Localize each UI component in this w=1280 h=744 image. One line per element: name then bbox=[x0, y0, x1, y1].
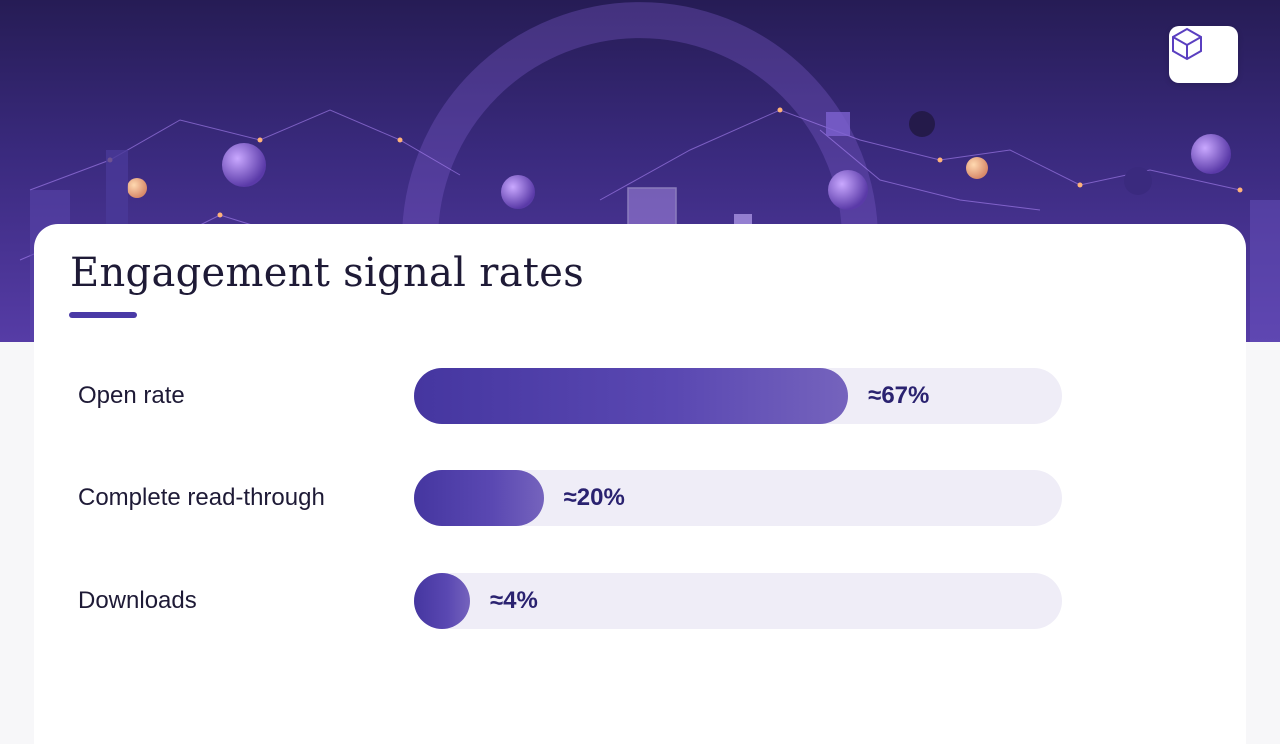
chart-title: Engagement signal rates bbox=[70, 250, 585, 296]
bar-label: Complete read-through bbox=[78, 484, 325, 511]
title-underline bbox=[69, 312, 137, 318]
bar-row-complete-read-through: Complete read-through ≈20% bbox=[34, 470, 1246, 526]
bar-track bbox=[414, 368, 1062, 424]
bar-fill bbox=[414, 573, 470, 629]
bar-label: Downloads bbox=[78, 587, 197, 614]
logo-badge bbox=[1169, 26, 1238, 83]
bar-fill bbox=[414, 368, 849, 424]
bar-row-downloads: Downloads ≈4% bbox=[34, 573, 1246, 629]
chart-card: Engagement signal rates Open rate ≈67% C… bbox=[34, 224, 1246, 744]
bar-row-open-rate: Open rate ≈67% bbox=[34, 368, 1246, 424]
brand-logo-icon bbox=[1172, 27, 1202, 61]
bar-track bbox=[414, 573, 1062, 629]
bar-value-label: ≈67% bbox=[868, 382, 930, 409]
bar-value-label: ≈20% bbox=[563, 484, 625, 511]
bar-value-label: ≈4% bbox=[490, 587, 538, 614]
bar-fill bbox=[414, 470, 544, 526]
bar-track bbox=[414, 470, 1062, 526]
bar-label: Open rate bbox=[78, 382, 185, 409]
